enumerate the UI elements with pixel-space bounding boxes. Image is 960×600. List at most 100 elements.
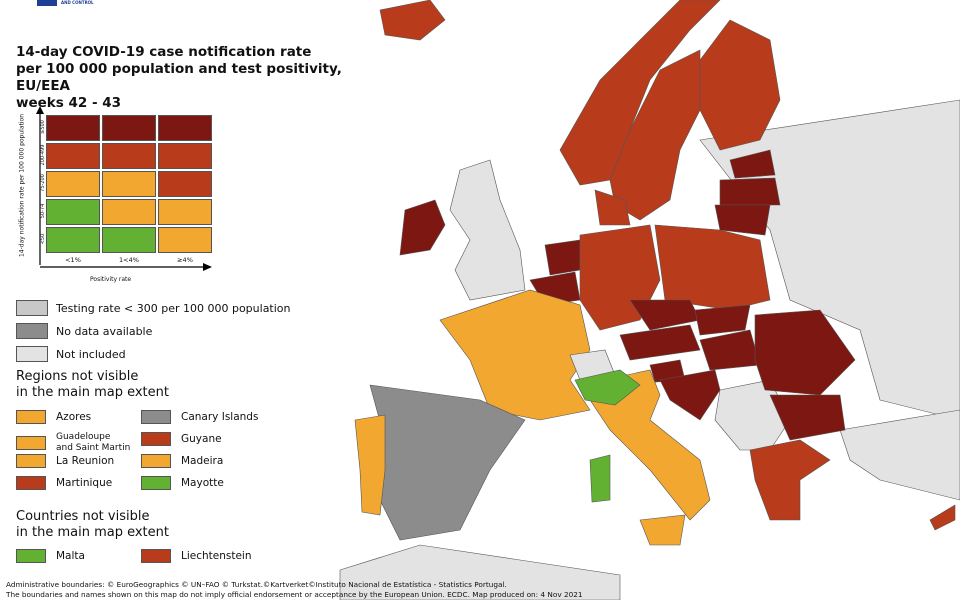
map-country-uk [449,159,526,301]
legend-swatch [141,410,171,424]
map-country-sardinia [589,454,611,503]
footer-line-1: Administrative boundaries: © EuroGeograp… [6,580,507,589]
map-country-france [439,289,591,421]
legend-not-included: Not included [16,346,126,362]
matrix-cell [46,199,100,225]
legend-swatch [141,454,171,468]
matrix-row-label: ≥500 [40,120,46,134]
map-region-turkey [839,409,960,501]
region-label: Guyane [181,432,222,445]
legend-swatch [141,549,171,563]
title-line-1: 14-day COVID-19 case notification rate [16,44,312,60]
matrix-column-label: ≥4% [177,256,193,264]
region-legend-item: Canary Islands [141,410,258,424]
matrix-cell [46,115,100,141]
legend-swatch [16,454,46,468]
matrix-cell [158,171,212,197]
legend-swatch [16,323,48,339]
logo-text: AND CONTROL [61,0,94,5]
region-legend-item: Mayotte [141,476,224,490]
matrix-row-label: <50 [40,233,46,245]
legend-swatch [16,549,46,563]
risk-matrix [46,115,212,253]
map-country-poland [654,224,771,311]
footer-line-2: The boundaries and names shown on this m… [6,589,583,599]
legend-swatch [141,432,171,446]
map-country-sicily [639,514,686,546]
footer: Administrative boundaries: © EuroGeograp… [6,580,583,599]
countries-heading: Countries not visible in the main map ext… [16,509,169,540]
country-label: Liechtenstein [181,549,252,562]
matrix-row-label: 75-200 [40,174,46,192]
legend-label: Not included [56,347,126,361]
map-country-croatia [659,369,721,421]
map-country-finland [699,19,781,151]
legend-no-data: No data available [16,323,152,339]
map-country-portugal [354,414,386,516]
region-label: Madeira [181,454,224,467]
legend-swatch [16,476,46,490]
map-country-norway [559,0,721,186]
map-country-slovakia [694,304,751,336]
region-legend-item: La Reunion [16,454,114,468]
map-country-denmark [594,189,631,226]
matrix-cell [158,199,212,225]
ecdc-logo: AND CONTROL [37,0,94,6]
map-country-greece [749,439,831,521]
map-country-italy-north [574,369,641,406]
matrix-cell [46,171,100,197]
matrix-cell [102,115,156,141]
arrow-up-icon [36,106,44,114]
matrix-cell [102,199,156,225]
matrix-cell [158,143,212,169]
region-label: Martinique [56,476,113,489]
matrix-cell [46,143,100,169]
matrix-column-label: 1<4% [119,256,139,264]
legend-swatch [141,476,171,490]
matrix-row-label: 200-499 [40,144,46,166]
legend-swatch [16,410,46,424]
region-legend-item: Guadeloupe and Saint Martin [16,432,130,454]
legend-testing-rate: Testing rate < 300 per 100 000 populatio… [16,300,291,316]
matrix-cell [46,227,100,253]
matrix-cell [158,227,212,253]
legend-label: No data available [56,324,153,338]
matrix-cell [102,227,156,253]
matrix-x-axis-label: Positivity rate [90,276,132,283]
map-country-hungary [699,329,761,371]
region-label: Azores [56,410,92,423]
regions-heading: Regions not visible in the main map exten… [16,369,169,400]
map-country-iceland [379,0,446,41]
country-label: Malta [56,549,85,562]
country-legend-item: Malta [16,549,85,563]
matrix-cell [102,143,156,169]
arrow-right-icon [203,263,212,271]
title-line-2: per 100 000 population and test positivi… [16,61,342,94]
legend-swatch [16,436,46,450]
matrix-axes [36,106,212,271]
map-country-italy [579,369,711,521]
region-label: Guadeloupe and Saint Martin [56,432,131,453]
map-country-latvia [719,177,781,206]
map-country-estonia [729,149,776,179]
map-region-north-africa [339,544,621,600]
legend-label: Testing rate < 300 per 100 000 populatio… [56,301,291,315]
eu-flag-icon [37,0,57,6]
legend-swatch [16,300,48,316]
map-country-austria [619,324,701,361]
region-legend-item: Azores [16,410,91,424]
map-country-ireland [399,199,446,256]
map-country-romania [754,309,856,396]
region-label: Mayotte [181,476,224,489]
matrix-cell [102,171,156,197]
map-country-cyprus [929,504,956,531]
matrix-row-label: 50-74 [40,203,46,219]
matrix-cell [158,115,212,141]
region-legend-item: Guyane [141,432,222,446]
country-legend-item: Liechtenstein [141,549,252,563]
legend-swatch [16,346,48,362]
map-title: 14-day COVID-19 case notification rate p… [16,44,346,112]
region-label: Canary Islands [181,410,259,423]
map-country-netherlands [544,239,581,276]
